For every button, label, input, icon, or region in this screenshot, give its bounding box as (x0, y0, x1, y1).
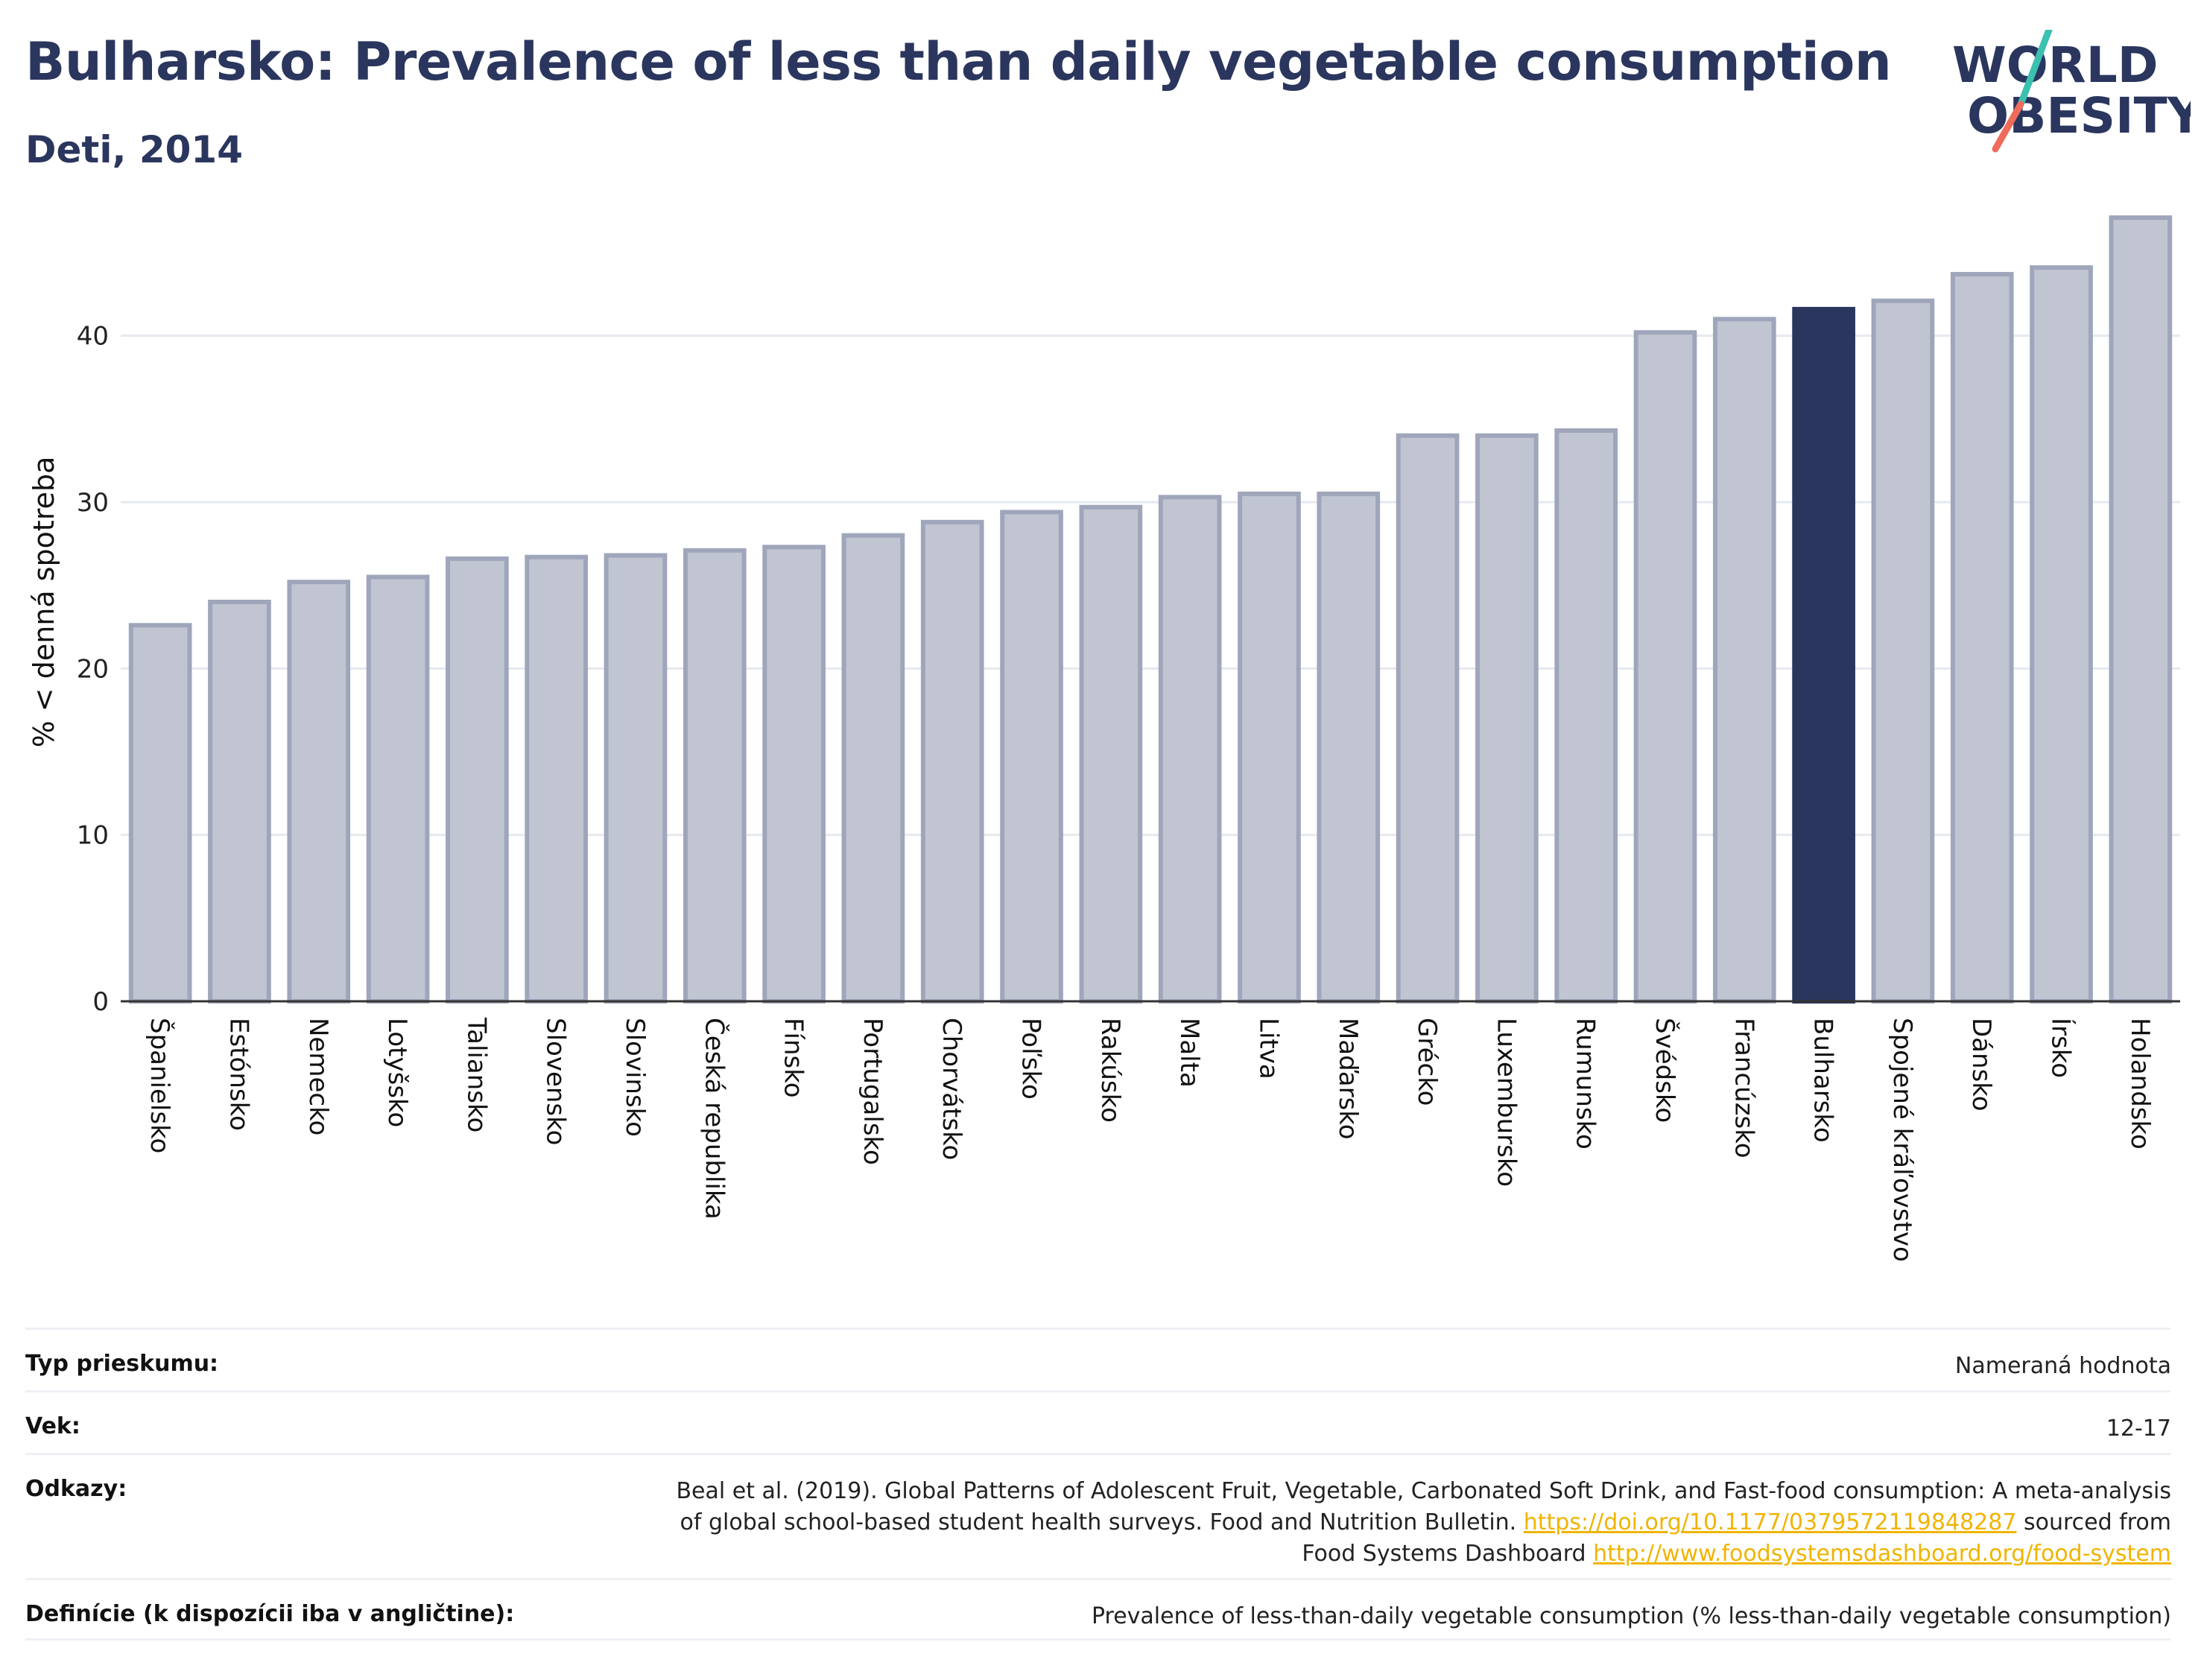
definition-value: Prevalence of less-than-daily vegetable … (1091, 1603, 2171, 1629)
age-label: Vek: (25, 1413, 80, 1439)
x-tick-label: Spojené kráľovstvo (1887, 1018, 1917, 1262)
x-tick-label: Rakúsko (1095, 1018, 1125, 1123)
age-value: 12-17 (2106, 1416, 2171, 1442)
bar-Spojené kráľovstvo (1871, 298, 1935, 1004)
bar-Rumunsko (1554, 428, 1618, 1004)
references-text-4: Food Systems Dashboard (1302, 1541, 1586, 1567)
x-tick-label: Poľsko (1016, 1018, 1046, 1100)
references-value: Beal et al. (2019). Global Patterns of A… (676, 1476, 2171, 1570)
logo-text-world: WORLD (1952, 37, 2159, 94)
y-tick-label: 0 (92, 987, 109, 1017)
x-tick-label: Taliansko (461, 1017, 491, 1132)
x-tick-label: Slovensko (541, 1018, 571, 1145)
info-row-references: Odkazy: Beal et al. (2019). Global Patte… (25, 1453, 2171, 1578)
x-tick-label: Lotyšsko (382, 1018, 412, 1127)
bar-Španielsko (128, 623, 192, 1004)
survey-type-value: Nameraná hodnota (1954, 1353, 2171, 1379)
bar-Chorvátsko (920, 519, 984, 1004)
bar-Slovinsko (604, 553, 668, 1004)
bar-Nemecko (287, 580, 351, 1004)
x-tick-label: Bulharsko (1808, 1018, 1838, 1143)
x-tick-label: Švédsko (1650, 1018, 1680, 1123)
bar-Taliansko (446, 556, 509, 1004)
x-tick-label: Holandsko (2125, 1018, 2155, 1150)
logo-slash-teal (2017, 30, 2053, 108)
bar-Holandsko (2109, 215, 2173, 1004)
references-text-3: sourced from (2023, 1509, 2171, 1535)
doi-link[interactable]: https://doi.org/10.1177/0379572119848287 (1523, 1509, 2017, 1535)
x-tick-label: Maďarsko (1333, 1018, 1363, 1140)
bar-Litva (1238, 491, 1301, 1004)
bar-Írsko (2030, 265, 2093, 1004)
references-label: Odkazy: (25, 1476, 127, 1502)
bar-chart: 0 10 20 30 40 % < denná spotreba Španielsko Est… (28, 215, 2180, 1262)
bar-Švédsko (1633, 330, 1697, 1004)
y-axis-label: % < denná spotreba (28, 457, 60, 748)
bar-Portugalsko (841, 533, 905, 1004)
x-tick-label: Česká republika (699, 1018, 729, 1220)
logo-slash-coral (1992, 101, 2024, 153)
x-tick-label: Luxembursko (1491, 1018, 1521, 1187)
x-tick-label: Grécko (1412, 1018, 1442, 1106)
info-row-age: Vek: 12-17 (25, 1390, 2171, 1453)
bar-Česká republika (683, 548, 747, 1004)
references-text-1: Beal et al. (2019). Global Patterns of A… (676, 1478, 2171, 1504)
x-tick-label: Malta (1174, 1018, 1204, 1088)
x-tick-label: Estónsko (224, 1018, 253, 1131)
x-tick-label: Litva (1253, 1018, 1283, 1080)
bar-Poľsko (1000, 510, 1063, 1004)
info-row-survey: Typ prieskumu: Nameraná hodnota (25, 1328, 2171, 1390)
y-tick-label: 10 (77, 821, 109, 851)
info-row-definition: Definície (k dispozícii iba v angličtine… (25, 1578, 2171, 1641)
bar-Lotyšsko (366, 574, 430, 1004)
x-tick-label: Nemecko (303, 1018, 333, 1135)
x-tick-label: Španielsko (145, 1018, 175, 1153)
bar-Francúzsko (1712, 317, 1776, 1004)
bar-Maďarsko (1317, 491, 1381, 1004)
x-tick-label: Rumunsko (1571, 1018, 1600, 1150)
definition-label: Definície (k dispozícii iba v angličtine… (25, 1601, 515, 1627)
bar-Dánsko (1950, 272, 2014, 1004)
bar-Rakúsko (1079, 504, 1143, 1004)
y-tick-label: 30 (77, 488, 109, 518)
dashboard-link[interactable]: http://www.foodsystemsdashboard.org/food… (1593, 1541, 2171, 1567)
x-tick-label: Dánsko (1966, 1018, 1996, 1112)
chart-title: Bulharsko: Prevalence of less than daily… (25, 31, 1892, 92)
bar-Grécko (1396, 433, 1460, 1004)
references-text-2: of global school-based student health su… (680, 1509, 1517, 1535)
info-table: Typ prieskumu: Nameraná hodnota Vek: 12-… (25, 1328, 2171, 1641)
y-tick-label: 20 (77, 654, 109, 684)
x-tick-label: Slovinsko (620, 1018, 650, 1137)
bar-Malta (1158, 495, 1222, 1004)
x-tick-label: Portugalsko (858, 1018, 887, 1165)
y-tick-label: 40 (77, 322, 109, 352)
bar-Slovensko (525, 554, 589, 1004)
survey-type-label: Typ prieskumu: (25, 1351, 219, 1377)
world-obesity-logo: WORLD OBESITY (1952, 30, 2191, 153)
bar-Bulharsko (1792, 306, 1855, 1004)
bar-Luxembursko (1475, 433, 1539, 1004)
bar-Fínsko (762, 545, 826, 1004)
x-tick-label: Írsko (2046, 1018, 2077, 1078)
x-tick-label: Fínsko (779, 1018, 808, 1098)
bar-Estónsko (208, 600, 271, 1004)
x-tick-label: Chorvátsko (937, 1018, 966, 1160)
chart-subtitle: Deti, 2014 (25, 128, 244, 171)
x-tick-label: Francúzsko (1729, 1018, 1758, 1158)
